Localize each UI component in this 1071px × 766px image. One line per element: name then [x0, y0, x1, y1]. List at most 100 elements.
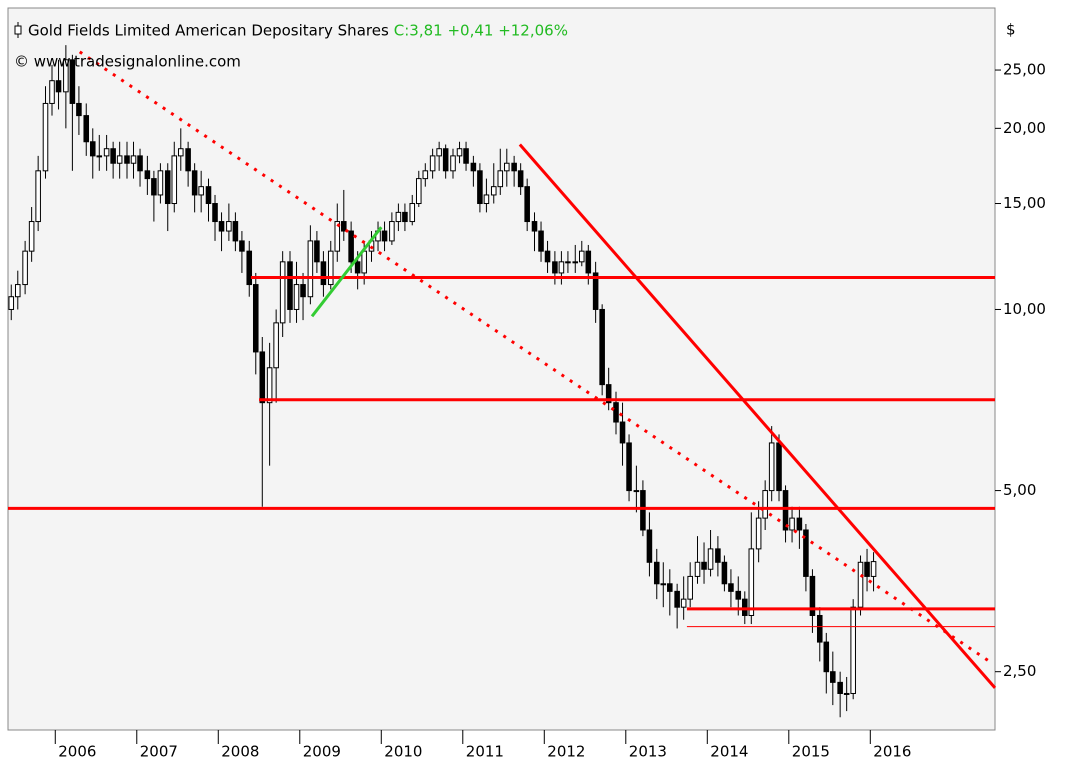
candle-body: [55, 80, 62, 93]
candle-body: [89, 141, 96, 157]
candle-body: [592, 272, 599, 310]
candle-body: [266, 367, 273, 404]
candle-body: [198, 186, 204, 196]
candle-body: [552, 261, 558, 274]
candle-body: [809, 575, 816, 616]
candle-body: [585, 250, 592, 274]
candle-body: [605, 384, 612, 404]
candle-body: [511, 162, 517, 172]
candle-body: [619, 421, 626, 444]
candle-body: [646, 529, 653, 563]
candle-body: [830, 671, 836, 683]
candle-body: [157, 170, 164, 196]
candle-body: [626, 442, 632, 492]
candle-body: [164, 170, 171, 205]
candle-body: [83, 115, 90, 143]
candle-body: [151, 178, 157, 196]
candle-body: [8, 296, 15, 310]
candle-body: [124, 155, 130, 164]
x-tick-label: 2015: [792, 743, 830, 761]
candle-body: [171, 155, 178, 205]
plot-area: [7, 7, 996, 731]
candle-body: [422, 170, 429, 180]
candle-body: [28, 221, 35, 252]
candle-body: [674, 590, 680, 608]
candle-body: [259, 351, 266, 404]
candle-body: [497, 170, 504, 188]
candle-body: [803, 529, 809, 577]
x-tick-label: 2008: [221, 743, 259, 761]
candle-body: [517, 170, 524, 188]
candle-body: [735, 590, 742, 600]
candle-body: [137, 155, 143, 172]
candle-body: [334, 221, 341, 252]
candle-body: [755, 517, 762, 550]
candle-body: [110, 148, 116, 164]
candle-body: [748, 548, 755, 616]
candle-body: [721, 561, 728, 585]
trend-line: [310, 226, 383, 318]
candle-body: [524, 186, 530, 223]
candle-body: [354, 261, 361, 274]
candle-body: [442, 148, 449, 172]
candle-body: [544, 250, 551, 263]
candle-body: [578, 250, 585, 263]
candle-body: [837, 681, 843, 694]
candle-body: [728, 583, 734, 592]
candle-body: [640, 490, 646, 531]
candle-body: [381, 230, 388, 242]
candle-body: [456, 148, 463, 157]
candle-body: [35, 170, 41, 223]
candle-body: [768, 442, 775, 492]
candle-body: [22, 250, 28, 286]
candle-body: [436, 148, 442, 157]
candle-body: [789, 517, 795, 531]
x-tick-label: 2016: [873, 743, 911, 761]
x-tick-label: 2013: [629, 743, 667, 761]
candle-body: [715, 548, 721, 563]
candle-body: [599, 308, 605, 386]
candle-body: [633, 490, 640, 493]
source: © www.tradesignalonline.com: [14, 53, 241, 71]
candle-body: [857, 561, 864, 608]
candle-body: [558, 261, 565, 274]
candle-body: [226, 221, 232, 232]
candle-body: [103, 148, 110, 157]
candle-body: [76, 102, 82, 117]
candle-body: [144, 170, 151, 180]
candle-body: [212, 203, 218, 223]
candle-body: [694, 561, 701, 577]
candle-body: [680, 598, 687, 608]
candle-body: [762, 490, 768, 519]
candle-body: [531, 221, 538, 232]
y-tick-label: 15,00: [1003, 194, 1046, 212]
candle-body: [742, 598, 748, 616]
candle-body: [429, 155, 436, 172]
marks: [8, 45, 997, 718]
candle-body: [348, 230, 354, 263]
candle-body: [402, 211, 408, 223]
candle-body: [293, 284, 300, 310]
candle-body: [490, 186, 497, 196]
x-tick-label: 2010: [384, 743, 422, 761]
candle-body: [252, 284, 259, 353]
candle-body: [239, 240, 245, 252]
candle-body: [565, 261, 571, 264]
candle-body: [613, 402, 619, 423]
x-tick-label: 2011: [466, 743, 504, 761]
candle-body: [707, 548, 714, 570]
candle-body: [232, 221, 239, 242]
candle-body: [409, 203, 416, 223]
candle-body: [116, 155, 123, 164]
candle-body: [483, 194, 490, 205]
candle-body: [96, 155, 103, 158]
candle-body: [395, 211, 402, 223]
candle-body: [415, 178, 422, 205]
x-tick-label: 2014: [710, 743, 748, 761]
candle-body: [287, 261, 293, 310]
candle-body: [361, 250, 367, 274]
candle-body: [823, 641, 830, 673]
candle-body: [572, 261, 579, 264]
